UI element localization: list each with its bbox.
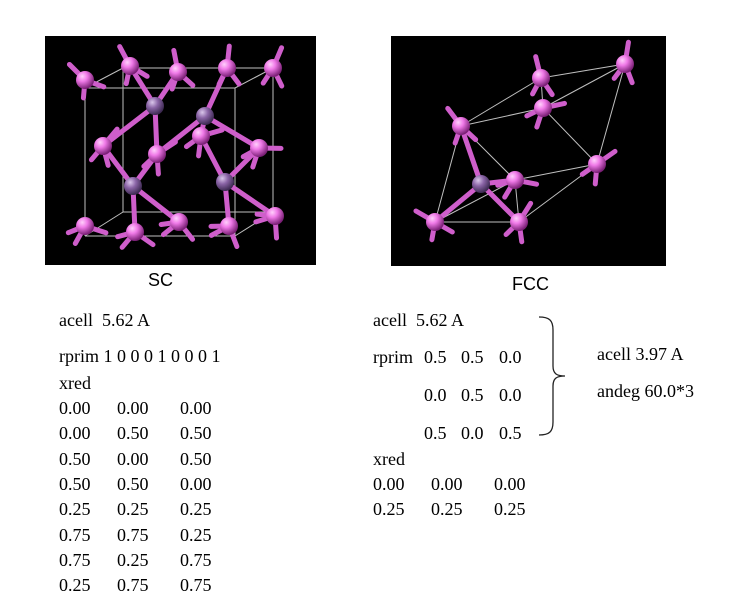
sc-xred-cell: 0.00 (117, 398, 149, 418)
atom (534, 99, 552, 117)
bond (202, 113, 262, 151)
fcc-rprim-cell: 0.5 (461, 347, 484, 367)
atom (588, 155, 606, 173)
sc-xred-cell: 0.25 (59, 575, 91, 596)
right-brace-icon (538, 316, 566, 436)
sc-xred-cell: 0.50 (117, 473, 149, 494)
sc-xred-cell: 0.25 (117, 499, 149, 520)
atom (506, 171, 524, 189)
cell-edge (514, 163, 598, 181)
cell-edge (434, 179, 516, 223)
fcc-rprim-cell: 0.0 (461, 423, 484, 443)
fcc-rprim-cell: 0.0 (499, 385, 522, 405)
atom (250, 139, 268, 157)
sc-xred-cell: 0.00 (59, 423, 91, 444)
fcc-xred-cell: 0.25 (431, 499, 463, 519)
bond (130, 183, 182, 225)
fcc-xred-label: xred (373, 449, 405, 469)
atom (169, 63, 187, 81)
atom (76, 217, 94, 235)
fcc-rprim-cell: 0.5 (499, 423, 522, 443)
fcc-rprim-cell: 0.5 (461, 385, 484, 405)
bond (458, 123, 484, 187)
sc-xred-cell: 0.50 (59, 448, 91, 469)
fcc-acell: acell 5.62 A (373, 310, 464, 330)
fcc-rprim-label: rprim (373, 347, 413, 367)
atom (146, 97, 164, 115)
sc-xred-cell: 0.75 (59, 549, 91, 570)
sc-rprim: rprim 1 0 0 0 1 0 0 0 1 (59, 346, 221, 366)
sc-xred-cell: 0.25 (117, 549, 149, 570)
sc-xred-cell: 0.50 (117, 423, 149, 444)
sc-xred-cell: 0.75 (117, 524, 149, 545)
sc-xred-cell: 0.75 (59, 524, 91, 545)
sc-caption: SC (148, 270, 174, 290)
atom (196, 107, 214, 125)
sc-structure-image (45, 36, 316, 265)
sc-xred-cell: 0.75 (180, 549, 212, 570)
bond (222, 179, 278, 219)
atom (220, 217, 238, 235)
cell-edge (460, 77, 542, 127)
fcc-rprim-cell: 0.5 (424, 347, 447, 367)
cell-edge (542, 63, 626, 109)
sc-xred-cell: 0.00 (59, 398, 91, 418)
atom (616, 55, 634, 73)
atom (170, 213, 188, 231)
cell-edge (542, 107, 598, 165)
atom (76, 71, 94, 89)
fcc-xred-cell: 0.00 (431, 474, 463, 494)
atom (264, 59, 282, 77)
fcc-equiv-acell: acell 3.97 A (597, 344, 684, 364)
atom (192, 127, 210, 145)
fcc-xred-cell: 0.00 (373, 474, 405, 494)
sc-xred-cell: 0.00 (180, 473, 212, 494)
fcc-caption: FCC (512, 274, 549, 294)
fcc-xred-cell: 0.25 (373, 499, 405, 519)
atom (452, 117, 470, 135)
cell-edge (460, 107, 544, 127)
atom (94, 137, 112, 155)
sc-acell: acell 5.62 A (59, 310, 150, 330)
atom (148, 145, 166, 163)
fcc-rprim-cell: 0.0 (499, 347, 522, 367)
atom (218, 59, 236, 77)
fcc-crystal-render (413, 39, 635, 245)
atom (126, 223, 144, 241)
fcc-structure-image (391, 36, 666, 266)
atom (532, 69, 550, 87)
atom (426, 213, 444, 231)
fcc-xred-cell: 0.25 (494, 499, 526, 519)
sc-xred-cell: 0.50 (180, 423, 212, 444)
atom (472, 175, 490, 193)
bond (432, 181, 484, 225)
sc-xred-cell: 0.00 (117, 448, 149, 469)
fcc-equiv-angdeg: andeg 60.0*3 (597, 381, 694, 401)
fcc-xred-cell: 0.00 (494, 474, 526, 494)
atom (216, 173, 234, 191)
sc-xred-cell: 0.25 (180, 524, 212, 545)
sc-xred-cell: 0.50 (180, 448, 212, 469)
fcc-rprim-cell: 0.0 (424, 385, 447, 405)
atom (124, 177, 142, 195)
cell-edge (596, 63, 626, 165)
sc-xred-cell: 0.25 (180, 499, 212, 520)
fcc-rprim-cell: 0.5 (424, 423, 447, 443)
atom (121, 57, 139, 75)
sc-xred-cell: 0.00 (180, 398, 212, 418)
sc-xred-label: xred (59, 373, 91, 393)
atom (510, 213, 528, 231)
atom (266, 207, 284, 225)
sc-xred-cell: 0.75 (180, 575, 212, 596)
sc-crystal-render (65, 43, 285, 250)
sc-xred-cell: 0.75 (117, 575, 149, 596)
sc-xred-cell: 0.50 (59, 473, 91, 494)
cell-edge (540, 63, 626, 79)
sc-xred-cell: 0.25 (59, 499, 91, 520)
